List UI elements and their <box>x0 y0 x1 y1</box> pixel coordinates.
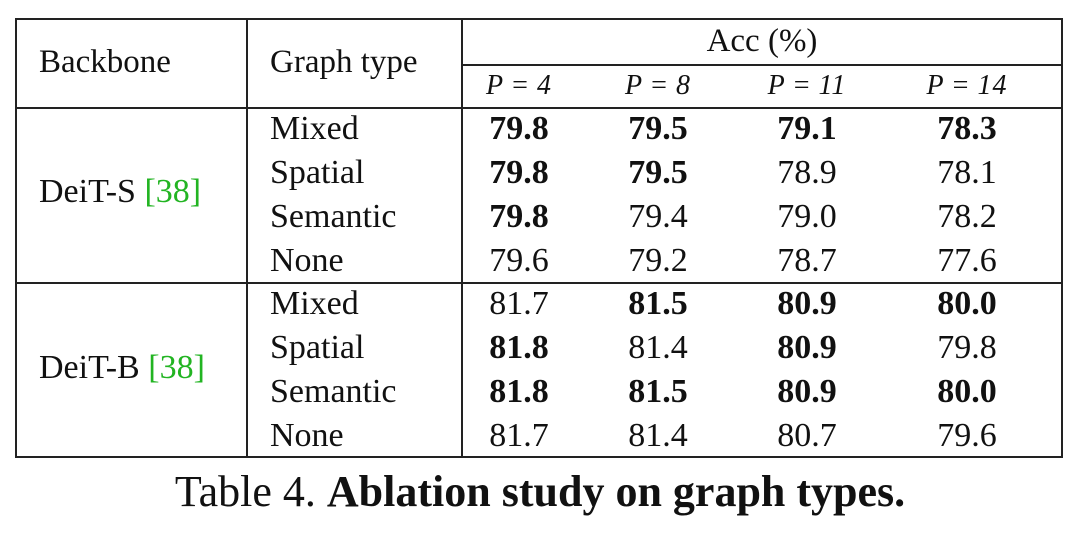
accuracy-cell: 79.6 <box>489 242 549 279</box>
accuracy-cell: 81.5 <box>628 285 688 322</box>
accuracy-cell: 78.1 <box>937 154 997 191</box>
header-p-4: P = 4 <box>486 70 552 101</box>
accuracy-cell: 79.8 <box>489 110 549 147</box>
accuracy-cell: 79.6 <box>937 417 997 454</box>
accuracy-cell: 81.4 <box>628 329 688 366</box>
accuracy-cell: 79.1 <box>777 110 837 147</box>
accuracy-cell: 81.8 <box>489 329 549 366</box>
accuracy-cell: 80.0 <box>937 373 997 410</box>
accuracy-cell: 80.7 <box>777 417 837 454</box>
accuracy-cell: 81.4 <box>628 417 688 454</box>
accuracy-cell: 81.5 <box>628 373 688 410</box>
accuracy-cell: 78.9 <box>777 154 837 191</box>
accuracy-cell: 79.8 <box>937 329 997 366</box>
header-accuracy: Acc (%) <box>706 23 818 59</box>
accuracy-cell: 79.0 <box>777 198 837 235</box>
caption-label: Table 4. <box>174 467 316 516</box>
graph-type-label: Spatial <box>270 154 365 191</box>
table-caption: Table 4. Ablation study on graph types. <box>0 467 1080 516</box>
accuracy-cell: 79.2 <box>628 242 688 279</box>
subheader-divider <box>463 64 1061 66</box>
accuracy-cell: 78.2 <box>937 198 997 235</box>
accuracy-cell: 81.7 <box>489 417 549 454</box>
accuracy-cell: 77.6 <box>937 242 997 279</box>
accuracy-cell: 80.9 <box>777 285 837 322</box>
header-graph-type: Graph type <box>270 44 418 80</box>
citation-link: [38] <box>148 349 205 386</box>
header-p-14: P = 14 <box>926 70 1008 101</box>
accuracy-cell: 80.0 <box>937 285 997 322</box>
accuracy-cell: 79.8 <box>489 198 549 235</box>
accuracy-cell: 81.8 <box>489 373 549 410</box>
accuracy-cell: 79.8 <box>489 154 549 191</box>
group-divider <box>17 282 1061 284</box>
accuracy-cell: 78.3 <box>937 110 997 147</box>
accuracy-cell: 79.4 <box>628 198 688 235</box>
graph-type-label: Semantic <box>270 373 397 410</box>
caption-title: Ablation study on graph types. <box>326 467 906 516</box>
graph-type-label: Mixed <box>270 285 359 322</box>
accuracy-cell: 79.5 <box>628 110 688 147</box>
citation-link: [38] <box>144 173 202 210</box>
accuracy-cell: 81.7 <box>489 285 549 322</box>
backbone-label: DeiT-S [38] <box>39 173 202 210</box>
accuracy-cell: 78.7 <box>777 242 837 279</box>
graph-type-label: None <box>270 417 344 454</box>
accuracy-cell: 80.9 <box>777 373 837 410</box>
graph-type-label: Spatial <box>270 329 365 366</box>
accuracy-cell: 79.5 <box>628 154 688 191</box>
header-p-8: P = 8 <box>625 70 691 101</box>
header-backbone: Backbone <box>39 44 171 80</box>
results-table: Backbone Graph type Acc (%) P = 4 P = 8 P = 11 P =… <box>15 18 1063 458</box>
accuracy-cell: 80.9 <box>777 329 837 366</box>
header-p-11: P = 11 <box>767 70 847 101</box>
graph-type-label: Mixed <box>270 110 359 147</box>
column-divider <box>246 20 248 456</box>
backbone-label: DeiT-B [38] <box>39 349 205 386</box>
column-divider <box>461 20 463 456</box>
graph-type-label: Semantic <box>270 198 397 235</box>
graph-type-label: None <box>270 242 344 279</box>
header-divider <box>17 107 1061 109</box>
